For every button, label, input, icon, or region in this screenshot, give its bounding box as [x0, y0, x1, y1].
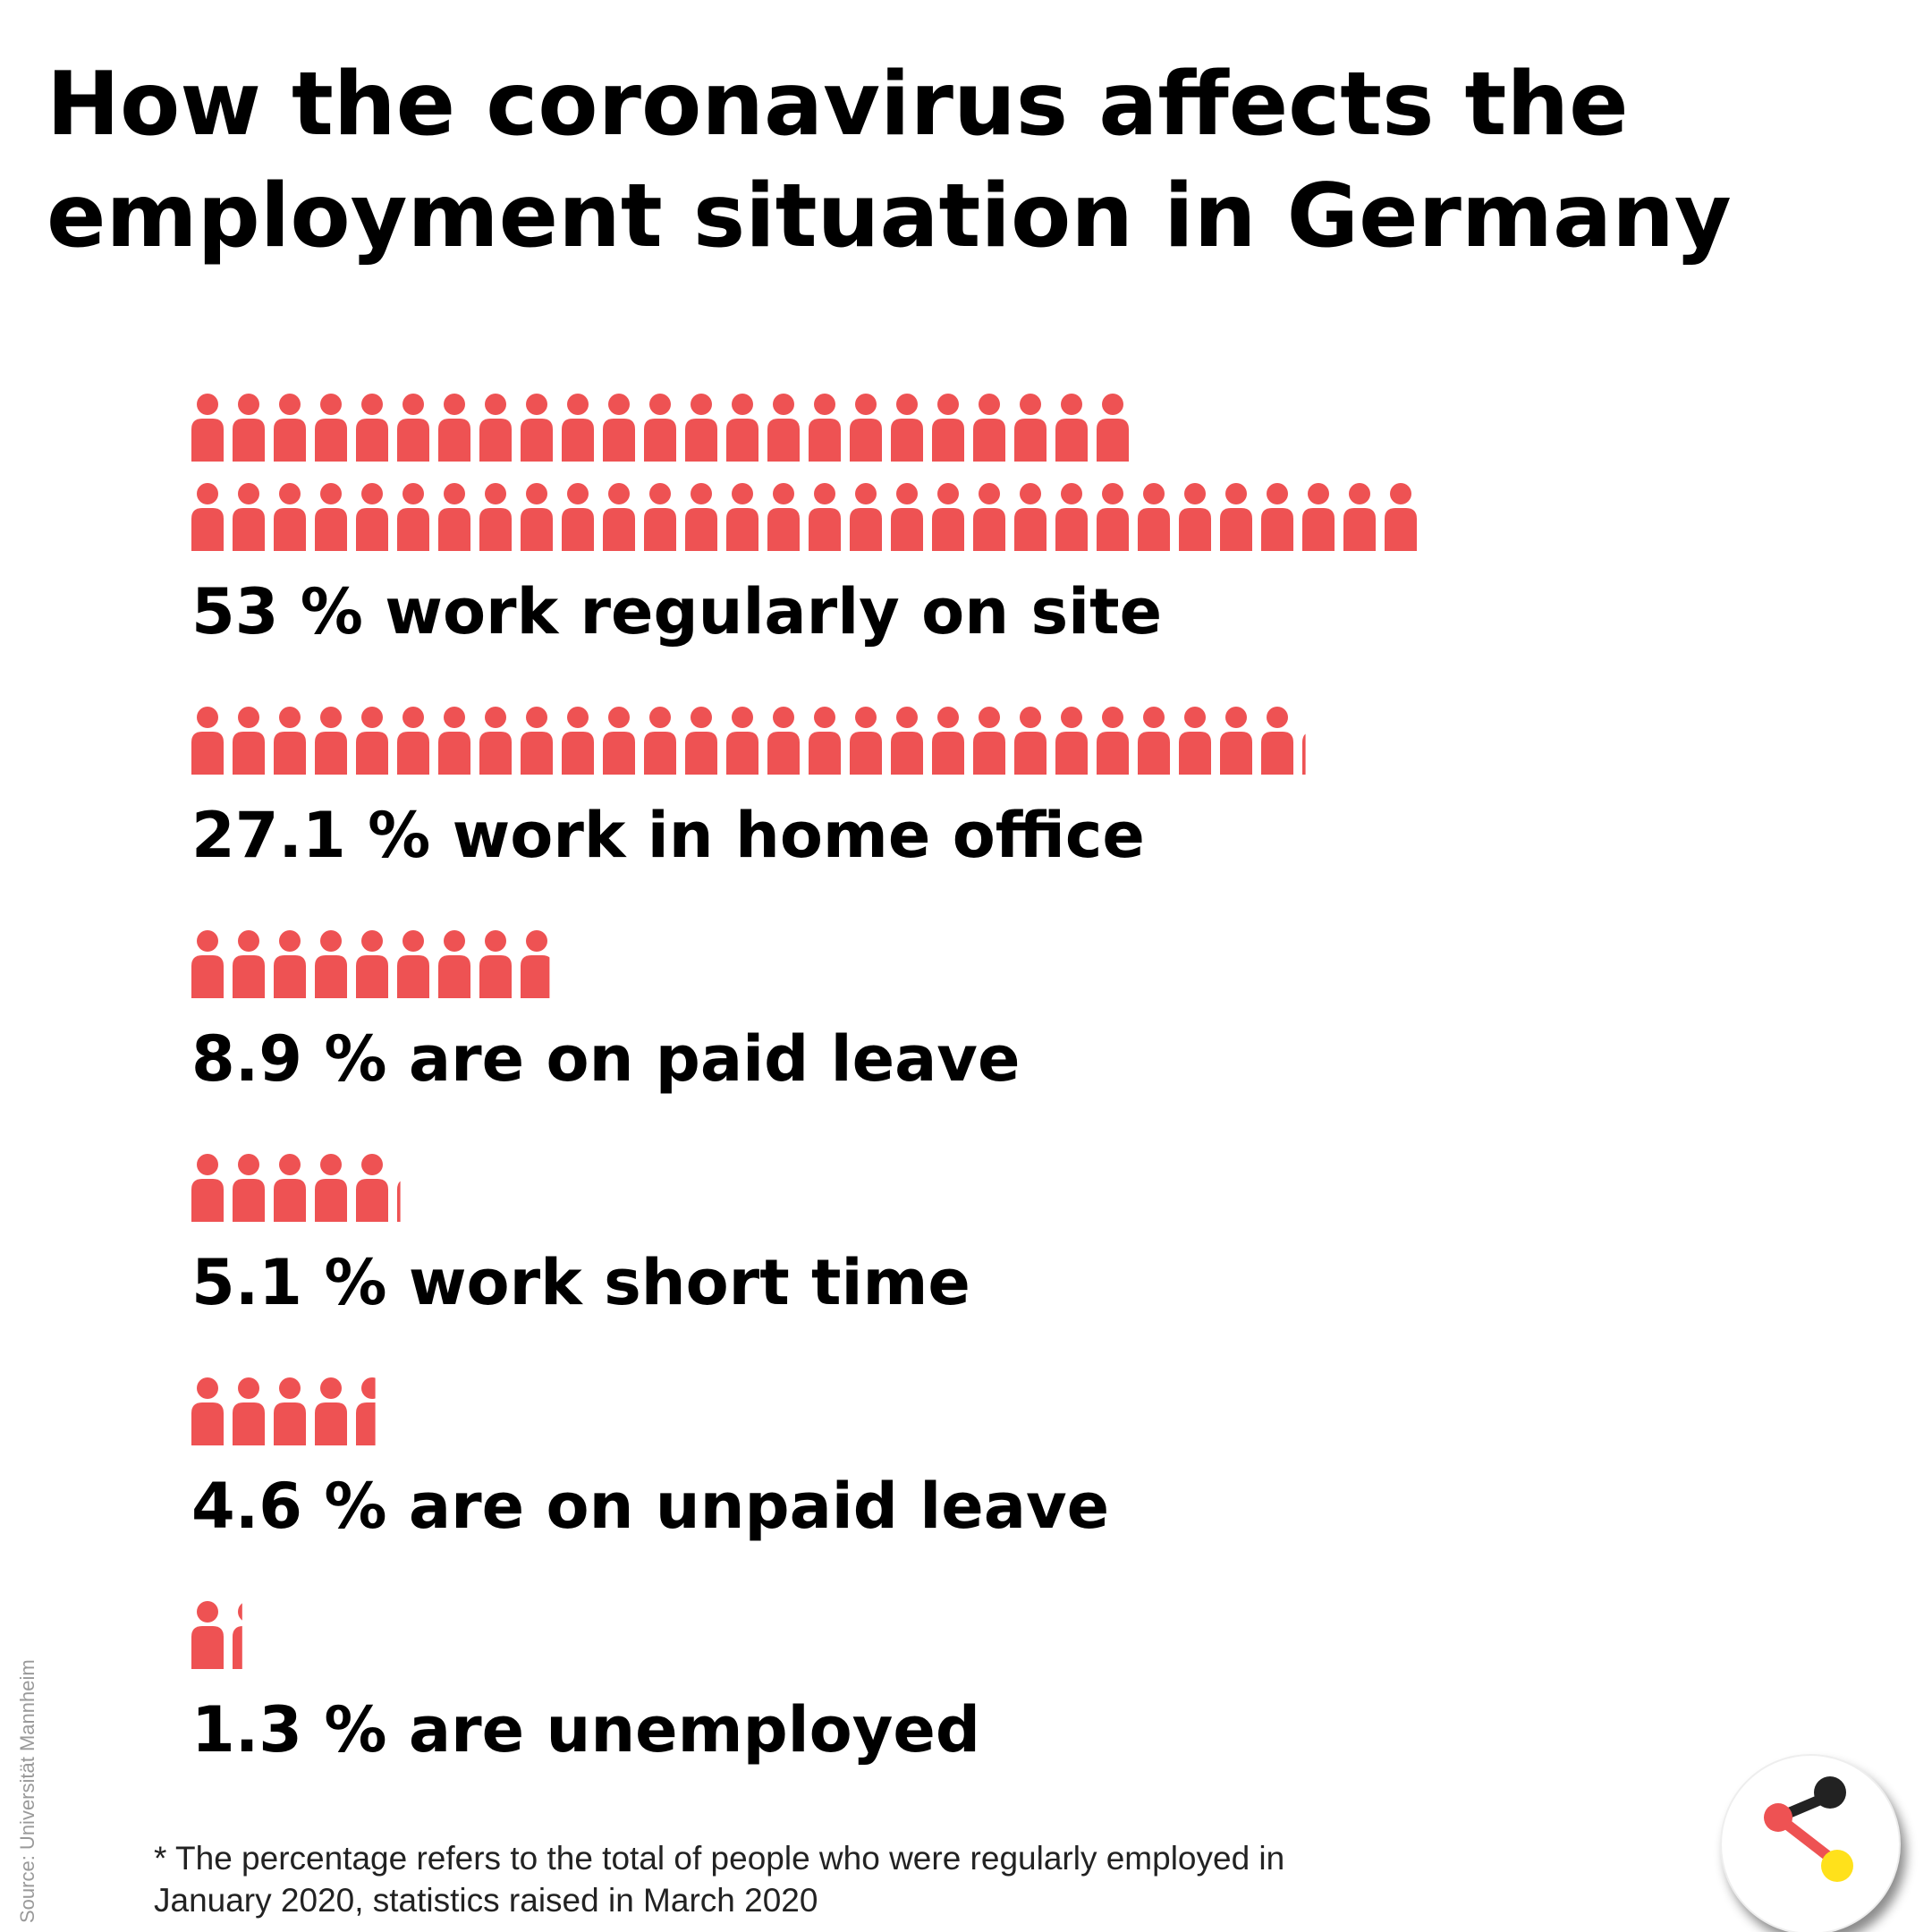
icon-group	[191, 394, 1417, 551]
category-label: 53 % work regularly on site	[191, 575, 1162, 648]
source: Source: Universität Mannheim	[16, 1659, 38, 1923]
value-label: 27.1 %	[191, 799, 430, 872]
chart-title: employment situation in Germany	[47, 165, 1732, 267]
icon-group	[191, 1154, 401, 1222]
category-label: 4.6 % are on unpaid leave	[191, 1470, 1109, 1543]
category-label: 5.1 % work short time	[191, 1246, 970, 1319]
category-label: 27.1 % work in home office	[191, 799, 1145, 872]
value-label: 8.9 %	[191, 1022, 387, 1096]
category-name: work short time	[409, 1246, 970, 1319]
category-name: work in home office	[453, 799, 1145, 872]
footnote: January 2020, statistics raised in March…	[154, 1882, 818, 1919]
category-name: are on paid leave	[409, 1022, 1021, 1096]
category-label: 1.3 % are unemployed	[191, 1693, 980, 1767]
value-label: 4.6 %	[191, 1470, 387, 1543]
footnote: * The percentage refers to the total of …	[154, 1840, 1284, 1877]
value-label: 53 %	[191, 575, 363, 648]
chart-title: How the coronavirus affects the	[47, 54, 1629, 156]
logo	[1720, 1754, 1901, 1932]
category-label: 8.9 % are on paid leave	[191, 1022, 1020, 1096]
icon-group	[191, 707, 1306, 775]
icon-group	[191, 1377, 376, 1445]
category-name: are unemployed	[409, 1693, 980, 1767]
category-name: are on unpaid leave	[409, 1470, 1109, 1543]
value-label: 1.3 %	[191, 1693, 387, 1767]
icon-group	[191, 930, 550, 998]
icon-group	[191, 1601, 242, 1669]
value-label: 5.1 %	[191, 1246, 387, 1319]
category-name: work regularly on site	[385, 575, 1162, 648]
